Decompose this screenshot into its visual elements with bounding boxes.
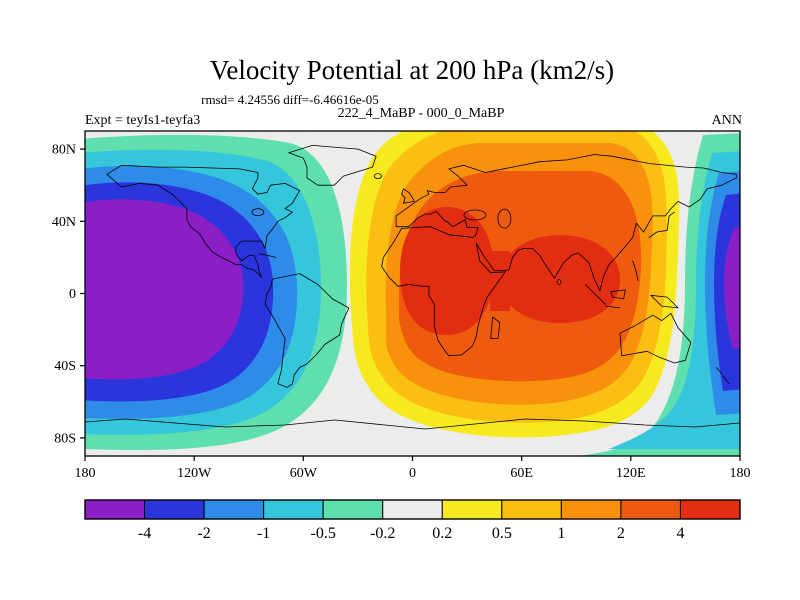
lake-black-sea — [463, 209, 487, 221]
coastline-australia — [619, 313, 692, 364]
colorbar-segment — [382, 499, 443, 520]
colorbar-tick-label: -1 — [257, 525, 270, 542]
comparison-label: 222_4_MaBP - 000_0_MaBP — [338, 106, 505, 121]
colorbar-segment — [501, 499, 562, 520]
colorbar-tick-label: 0.5 — [492, 525, 512, 542]
experiment-label: Expt = teyIs1-teyfa3 — [85, 113, 200, 128]
colorbar-segment — [203, 499, 265, 520]
contour-band-cyan-east — [609, 151, 740, 449]
colorbar-segment — [441, 499, 503, 520]
contour-band-red-indian-ocean — [500, 235, 620, 323]
contour-field — [85, 131, 740, 456]
island-sri-lanka — [556, 279, 562, 285]
stats-line: rmsd= 4.24556 diff=-6.46616e-05 — [201, 92, 379, 107]
coastline-philippines — [632, 260, 639, 282]
coastline-greenland — [288, 145, 377, 186]
x-axis-labels: 180 120W 60W 0 60E 120E 180 — [75, 466, 751, 481]
colorbar-tick-label: -0.5 — [311, 525, 336, 542]
plot-title: Velocity Potential at 200 hPa (km2/s) — [210, 55, 614, 85]
axis-ticks — [80, 148, 741, 461]
coastline-cuba — [259, 253, 277, 258]
coastline-sumatra — [584, 284, 606, 305]
colorbar-segment — [560, 499, 622, 520]
contour-band-purple-east — [724, 226, 740, 349]
coastline-madagascar — [490, 316, 501, 339]
y-axis-labels: 80N 40N 0 40S 80S — [52, 143, 76, 447]
colorbar-tick-label: 2 — [617, 525, 625, 542]
contour-band-red-africa — [400, 207, 494, 335]
coastline-eurasia-africa — [381, 154, 737, 357]
colorbar-segment — [679, 499, 741, 520]
colorbar: -4 -2 -1 -0.5 -0.2 0.2 0.5 1 2 4 — [84, 499, 741, 542]
y-tick-label: 40S — [54, 359, 76, 374]
coastline-java — [605, 305, 621, 309]
colorbar-segment — [620, 499, 681, 520]
coastline-british-isles — [401, 188, 415, 204]
island-iceland — [373, 173, 382, 179]
contour-band-red-bridge — [490, 251, 510, 311]
x-tick-label: 60E — [510, 466, 533, 481]
coastline-south-america — [264, 273, 350, 388]
colorbar-labels: -4 -2 -1 -0.5 -0.2 0.2 0.5 1 2 4 — [138, 525, 685, 542]
colorbar-tick-label: -2 — [197, 525, 210, 542]
coastline-new-zealand — [715, 367, 730, 385]
coastline-borneo — [610, 289, 626, 300]
colorbar-segment — [322, 499, 384, 520]
lake-caspian — [497, 208, 512, 229]
colorbar-tick-label: 1 — [557, 525, 565, 542]
colorbar-segments — [84, 499, 741, 520]
y-tick-label: 80N — [52, 143, 76, 158]
season-label: ANN — [712, 113, 742, 128]
colorbar-segment — [144, 499, 205, 520]
colorbar-segment — [263, 499, 324, 520]
contour-band-purple-west — [85, 199, 244, 380]
colorbar-tick-label: 4 — [676, 525, 684, 542]
colorbar-border — [84, 499, 741, 520]
colorbar-segment — [84, 499, 146, 520]
colorbar-tick-label: -4 — [138, 525, 151, 542]
y-tick-label: 40N — [52, 215, 76, 230]
x-tick-label: 60W — [290, 466, 318, 481]
coastlines — [85, 145, 740, 430]
y-tick-label: 0 — [69, 287, 76, 302]
lake-great-lakes — [251, 208, 265, 217]
coastline-new-guinea — [650, 294, 679, 309]
colorbar-tick-label: 0.2 — [432, 525, 452, 542]
x-tick-label: 120E — [616, 466, 646, 481]
y-tick-label: 80S — [54, 431, 76, 446]
coastline-antarctica — [85, 418, 740, 430]
x-tick-label: 120W — [177, 466, 212, 481]
x-tick-label: 180 — [730, 466, 751, 481]
coastline-japan — [648, 211, 675, 238]
colorbar-tick-label: -0.2 — [370, 525, 395, 542]
coastline-north-america — [106, 164, 301, 278]
x-tick-label: 0 — [409, 466, 416, 481]
map-panel — [80, 130, 741, 461]
x-tick-label: 180 — [75, 466, 96, 481]
